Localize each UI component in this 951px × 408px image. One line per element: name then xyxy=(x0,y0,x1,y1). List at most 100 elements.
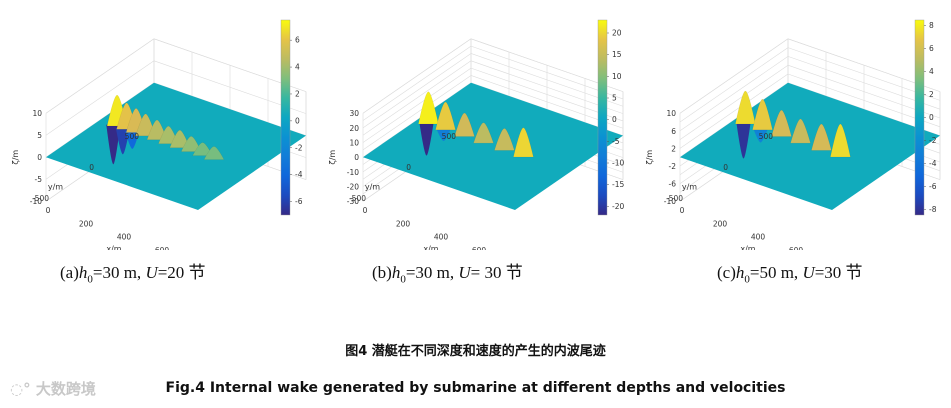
z-tick: 10 xyxy=(349,139,359,148)
x-tick: 200 xyxy=(79,219,94,228)
colorbar-tick: 15 xyxy=(612,50,622,59)
z-axis-label: ζ/m xyxy=(11,150,20,165)
y-tick-labels: 500 0 -500 xyxy=(666,132,773,203)
x-tick-labels: 0200400600800 xyxy=(363,206,487,250)
colorbar-tick: -2 xyxy=(929,136,937,145)
z-tick: 2 xyxy=(671,144,676,153)
peak-marks xyxy=(735,90,851,158)
colorbar-tick: -6 xyxy=(295,197,303,206)
colorbar-tick: 4 xyxy=(295,63,300,72)
surface-plot-a: 1050-5-10ζ/m0200400600800x/m5000-500y/m6… xyxy=(11,19,307,250)
colorbar-tick: 6 xyxy=(929,44,934,53)
z-tick: 10 xyxy=(32,109,42,118)
surface-plot-b: 3020100-10-20-30ζ/m0200400600800x/m5000-… xyxy=(328,19,624,250)
z-tick: -30 xyxy=(347,197,359,206)
x-tick: 600 xyxy=(155,246,170,250)
surface-plot-c: 10 6 2 -2 -6 -10 ζ/m 0 200 400 600 8 0 0 x/m 500 0 -500y/… xyxy=(645,19,941,250)
y-tick: 500 xyxy=(759,132,774,141)
y-tick: -500 xyxy=(666,194,683,203)
z-tick: -6 xyxy=(669,180,677,189)
colorbar-tick: 10 xyxy=(612,72,622,81)
peak-1 xyxy=(752,98,773,131)
z-tick: 6 xyxy=(671,127,676,136)
colorbar-ticks: 6 4 2 0 -2 -4 -6 xyxy=(290,36,303,206)
z-tick: -5 xyxy=(35,175,43,184)
peak-0 xyxy=(735,90,756,125)
colorbar xyxy=(597,19,608,216)
z-tick: 0 xyxy=(37,153,42,162)
z-tick: -10 xyxy=(664,197,676,206)
y-tick: 500 xyxy=(442,132,457,141)
x-tick: 0 xyxy=(363,206,368,215)
x-tick-labels: 0200400600800 xyxy=(46,206,170,250)
z-tick: 30 xyxy=(349,109,359,118)
colorbar-tick: -5 xyxy=(612,137,620,146)
surface-base xyxy=(680,82,940,210)
z-tick-labels: 10 5 0 -5 -10 xyxy=(30,109,42,206)
colorbar-tick: -4 xyxy=(929,159,937,168)
peak-2 xyxy=(771,109,792,137)
colorbar-tick: 2 xyxy=(295,89,300,98)
y-axis-label: y/m xyxy=(682,183,697,192)
trough-0 xyxy=(736,123,751,159)
x-axis-label: x/m xyxy=(106,245,121,250)
colorbar-tick: -8 xyxy=(929,205,937,214)
caption-c: (c)h0=50 m, U=30 节 xyxy=(717,263,863,286)
y-tick-labels: 500 0 -500 xyxy=(32,132,139,203)
peak-5 xyxy=(513,127,534,158)
colorbar-tick: -15 xyxy=(612,180,624,189)
peak-2 xyxy=(454,112,475,137)
colorbar-tick: 20 xyxy=(612,29,622,38)
peak-marks xyxy=(106,94,225,160)
z-tick: -20 xyxy=(347,183,359,192)
trough-marks xyxy=(419,123,451,156)
colorbar-tick: 6 xyxy=(295,36,300,45)
colorbar-tick: 0 xyxy=(295,116,300,125)
colorbar xyxy=(914,19,925,216)
colorbar-tick: 8 xyxy=(929,21,934,30)
x-tick: 600 xyxy=(789,246,804,250)
watermark-logo: ◌° 大数跨境 xyxy=(10,378,96,399)
y-tick: 0 xyxy=(723,163,728,172)
trough-1 xyxy=(436,129,451,141)
y-axis-label: y/m xyxy=(365,183,380,192)
z-tick-labels: 10 6 2 -2 -6 -10 xyxy=(664,109,676,206)
x-tick: 400 xyxy=(434,233,449,242)
peak-marks xyxy=(418,91,534,158)
trough-0 xyxy=(106,124,121,165)
z-tick: -10 xyxy=(347,168,359,177)
y-tick-labels: 500 0 -500 xyxy=(349,132,456,203)
y-tick: 500 xyxy=(125,132,140,141)
trough-1 xyxy=(753,129,768,143)
z-axis-label: ζ/m xyxy=(645,150,654,165)
caption-a: (a)h0=30 m, U=20 节 xyxy=(60,263,206,286)
x-tick: 400 xyxy=(117,233,132,242)
y-tick: -500 xyxy=(32,194,49,203)
x-tick: 400 xyxy=(751,233,766,242)
y-axis-label: y/m xyxy=(48,183,63,192)
peak-3 xyxy=(473,122,494,144)
surface-base xyxy=(363,82,623,210)
z-tick: -10 xyxy=(30,197,42,206)
trough-0 xyxy=(419,123,434,156)
x-tick: 200 xyxy=(713,219,728,228)
x-tick: 0 xyxy=(680,206,685,215)
peak-3 xyxy=(790,118,811,144)
x-axis-label: x/m xyxy=(423,245,438,250)
y-tick: 0 xyxy=(406,163,411,172)
trough-marks xyxy=(736,123,768,159)
colorbar-ticks: 8 6 4 2 0 -2 -4 -6 -8 xyxy=(924,21,937,214)
figure-title-cn: 图4 潜艇在不同深度和速度的产生的内波尾迹 xyxy=(345,344,606,359)
figure-title-en: Fig.4 Internal wake generated by submari… xyxy=(165,380,786,396)
peak-1 xyxy=(435,101,456,131)
peak-0 xyxy=(418,91,439,125)
peak-4 xyxy=(811,123,832,151)
panel-a: 1050-5-10ζ/m0200400600800x/m5000-500y/m6… xyxy=(0,0,317,250)
x-tick-labels: 0200400600800 xyxy=(680,206,804,250)
colorbar-tick: 0 xyxy=(612,115,617,124)
z-tick: 0 xyxy=(354,153,359,162)
peak-9 xyxy=(203,146,225,160)
peak-5 xyxy=(830,123,851,158)
colorbar-tick: -4 xyxy=(295,170,303,179)
panel-c: 10 6 2 -2 -6 -10 ζ/m 0 200 400 600 8 0 0 x/m 500 0 -500y/… xyxy=(634,0,951,250)
